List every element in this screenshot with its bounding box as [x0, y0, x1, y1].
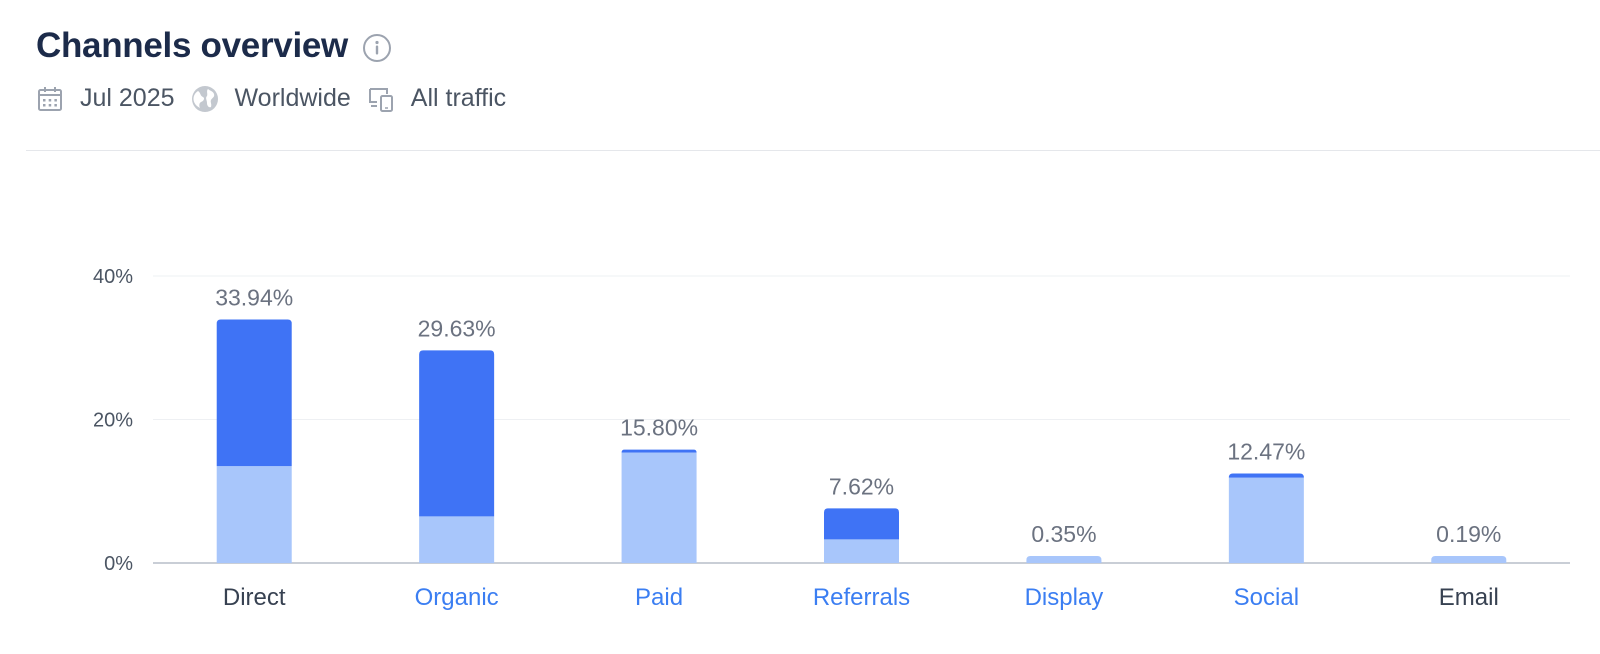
bar-value-label: 29.63% — [418, 315, 496, 341]
globe-icon — [191, 85, 218, 112]
bar-segment-dark — [419, 350, 495, 517]
title-row: Channels overview — [36, 26, 522, 66]
category-label-direct: Direct — [223, 584, 286, 611]
filter-traffic[interactable]: All traffic — [367, 84, 506, 113]
y-tick-label: 0% — [104, 553, 133, 575]
category-label-referrals[interactable]: Referrals — [813, 584, 910, 611]
category-label-display[interactable]: Display — [1025, 584, 1104, 611]
category-label-email: Email — [1439, 584, 1499, 611]
filter-bar: Jul 2025 Worldwide All traffic — [36, 84, 522, 113]
bar-value-label: 12.47% — [1227, 439, 1305, 465]
header-divider — [26, 150, 1600, 151]
filter-date[interactable]: Jul 2025 — [36, 84, 175, 113]
filter-traffic-label: All traffic — [410, 84, 507, 112]
category-label-social[interactable]: Social — [1234, 584, 1299, 611]
devices-icon — [368, 87, 393, 112]
category-label-paid[interactable]: Paid — [635, 584, 683, 611]
bar-segment-dark — [1228, 473, 1304, 478]
bar-value-label: 15.80% — [620, 415, 698, 441]
bar-segment-light — [1431, 556, 1507, 563]
bar-segment-dark — [216, 319, 292, 467]
category-label-organic[interactable]: Organic — [415, 584, 499, 611]
bar-value-label: 0.35% — [1031, 521, 1096, 547]
bar-segment-light — [216, 466, 292, 563]
info-icon[interactable] — [362, 33, 392, 63]
page-title: Channels overview — [36, 26, 348, 65]
bar-segment-dark — [621, 449, 697, 453]
bar-value-label: 7.62% — [829, 473, 894, 499]
bar-segment-dark — [824, 508, 899, 540]
bar-segment-light — [1228, 477, 1304, 563]
filter-region[interactable]: Worldwide — [191, 84, 351, 113]
bar-value-label: 33.94% — [215, 284, 293, 310]
y-tick-label: 40% — [93, 266, 133, 288]
bar-value-label: 0.19% — [1436, 521, 1501, 547]
filter-date-label: Jul 2025 — [80, 84, 175, 112]
chart-header: Channels overview Jul 2025 — [36, 26, 522, 113]
bar-segment-light — [621, 452, 697, 563]
calendar-icon — [38, 86, 62, 111]
bar-segment-light — [1026, 556, 1102, 563]
bar-segment-light — [419, 516, 495, 563]
bar-segment-light — [824, 539, 899, 563]
y-tick-label: 20% — [93, 410, 133, 432]
filter-region-label: Worldwide — [234, 84, 351, 112]
